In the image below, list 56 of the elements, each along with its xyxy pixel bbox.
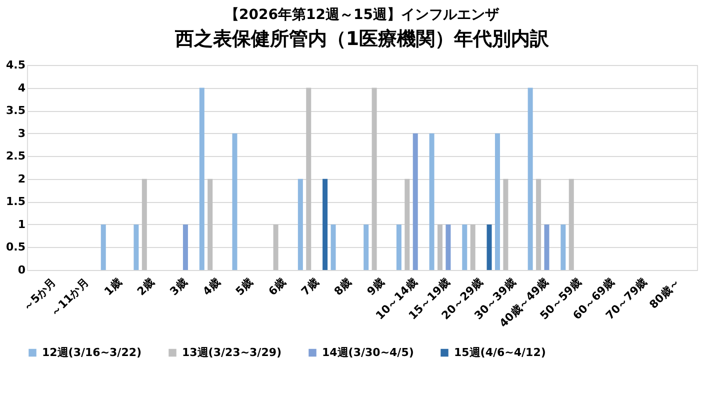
- bar: [412, 133, 418, 270]
- x-tick-label: 7歳: [298, 276, 322, 298]
- y-tick-label: 2: [18, 172, 26, 186]
- bar: [486, 224, 492, 270]
- x-tick-label: 5歳: [233, 276, 256, 298]
- x-tick-label: 2歳: [134, 276, 158, 298]
- y-tick-label: 4.5: [6, 58, 26, 72]
- bar: [199, 88, 204, 270]
- bar: [462, 224, 468, 270]
- legend-label: 15週(4/6~4/12): [454, 346, 546, 359]
- bar: [438, 224, 442, 270]
- y-tick-label: 1.5: [6, 195, 26, 208]
- bar: [232, 133, 238, 270]
- bar: [330, 224, 336, 270]
- bar: [372, 88, 377, 270]
- chart-subtitle: 西之表保健所管内（1医療機関）年代別内訳: [174, 28, 550, 50]
- chart-title: 【2026年第12週～15週】インフルエンザ: [225, 7, 500, 23]
- bar: [364, 224, 369, 270]
- bar: [494, 133, 500, 270]
- bar: [429, 133, 434, 270]
- y-tick-label: 4: [18, 81, 26, 94]
- bar: [182, 224, 188, 270]
- bar: [446, 224, 451, 270]
- y-tick-label: 1: [18, 218, 26, 231]
- x-tick-label: 80歳～: [646, 276, 682, 312]
- bar: [536, 178, 542, 270]
- bar: [142, 178, 147, 270]
- y-tick-label: 2.5: [6, 150, 26, 163]
- bar: [503, 178, 508, 270]
- x-tick-label: 8歳: [332, 276, 354, 298]
- bar: [560, 224, 566, 270]
- bar: [404, 178, 410, 270]
- bar: [322, 178, 328, 270]
- bar: [273, 224, 278, 270]
- bar: [134, 224, 139, 270]
- bar: [100, 224, 106, 270]
- legend-label: 13週(3/23~3/29): [182, 346, 282, 359]
- legend-label: 12週(3/16~3/22): [42, 346, 142, 359]
- legend-label: 14週(3/30~4/5): [322, 346, 414, 359]
- bar: [568, 178, 574, 270]
- bar: [470, 224, 476, 270]
- bar: [544, 224, 550, 270]
- x-tick-label: 6歳: [266, 276, 288, 298]
- x-tick-label: 3歳: [167, 276, 190, 298]
- x-tick-label: 1歳: [102, 276, 124, 298]
- y-tick-label: 3.5: [6, 104, 26, 118]
- y-tick-label: 0: [18, 264, 26, 276]
- bar: [396, 224, 402, 270]
- bar: [298, 178, 303, 270]
- y-tick-label: 0.5: [6, 240, 26, 254]
- x-tick-label: 4歳: [200, 276, 223, 298]
- bar: [528, 88, 533, 270]
- bar: [306, 88, 312, 270]
- y-tick-label: 3: [18, 126, 26, 140]
- x-tick-label: 9歳: [364, 276, 387, 298]
- bar: [208, 178, 213, 270]
